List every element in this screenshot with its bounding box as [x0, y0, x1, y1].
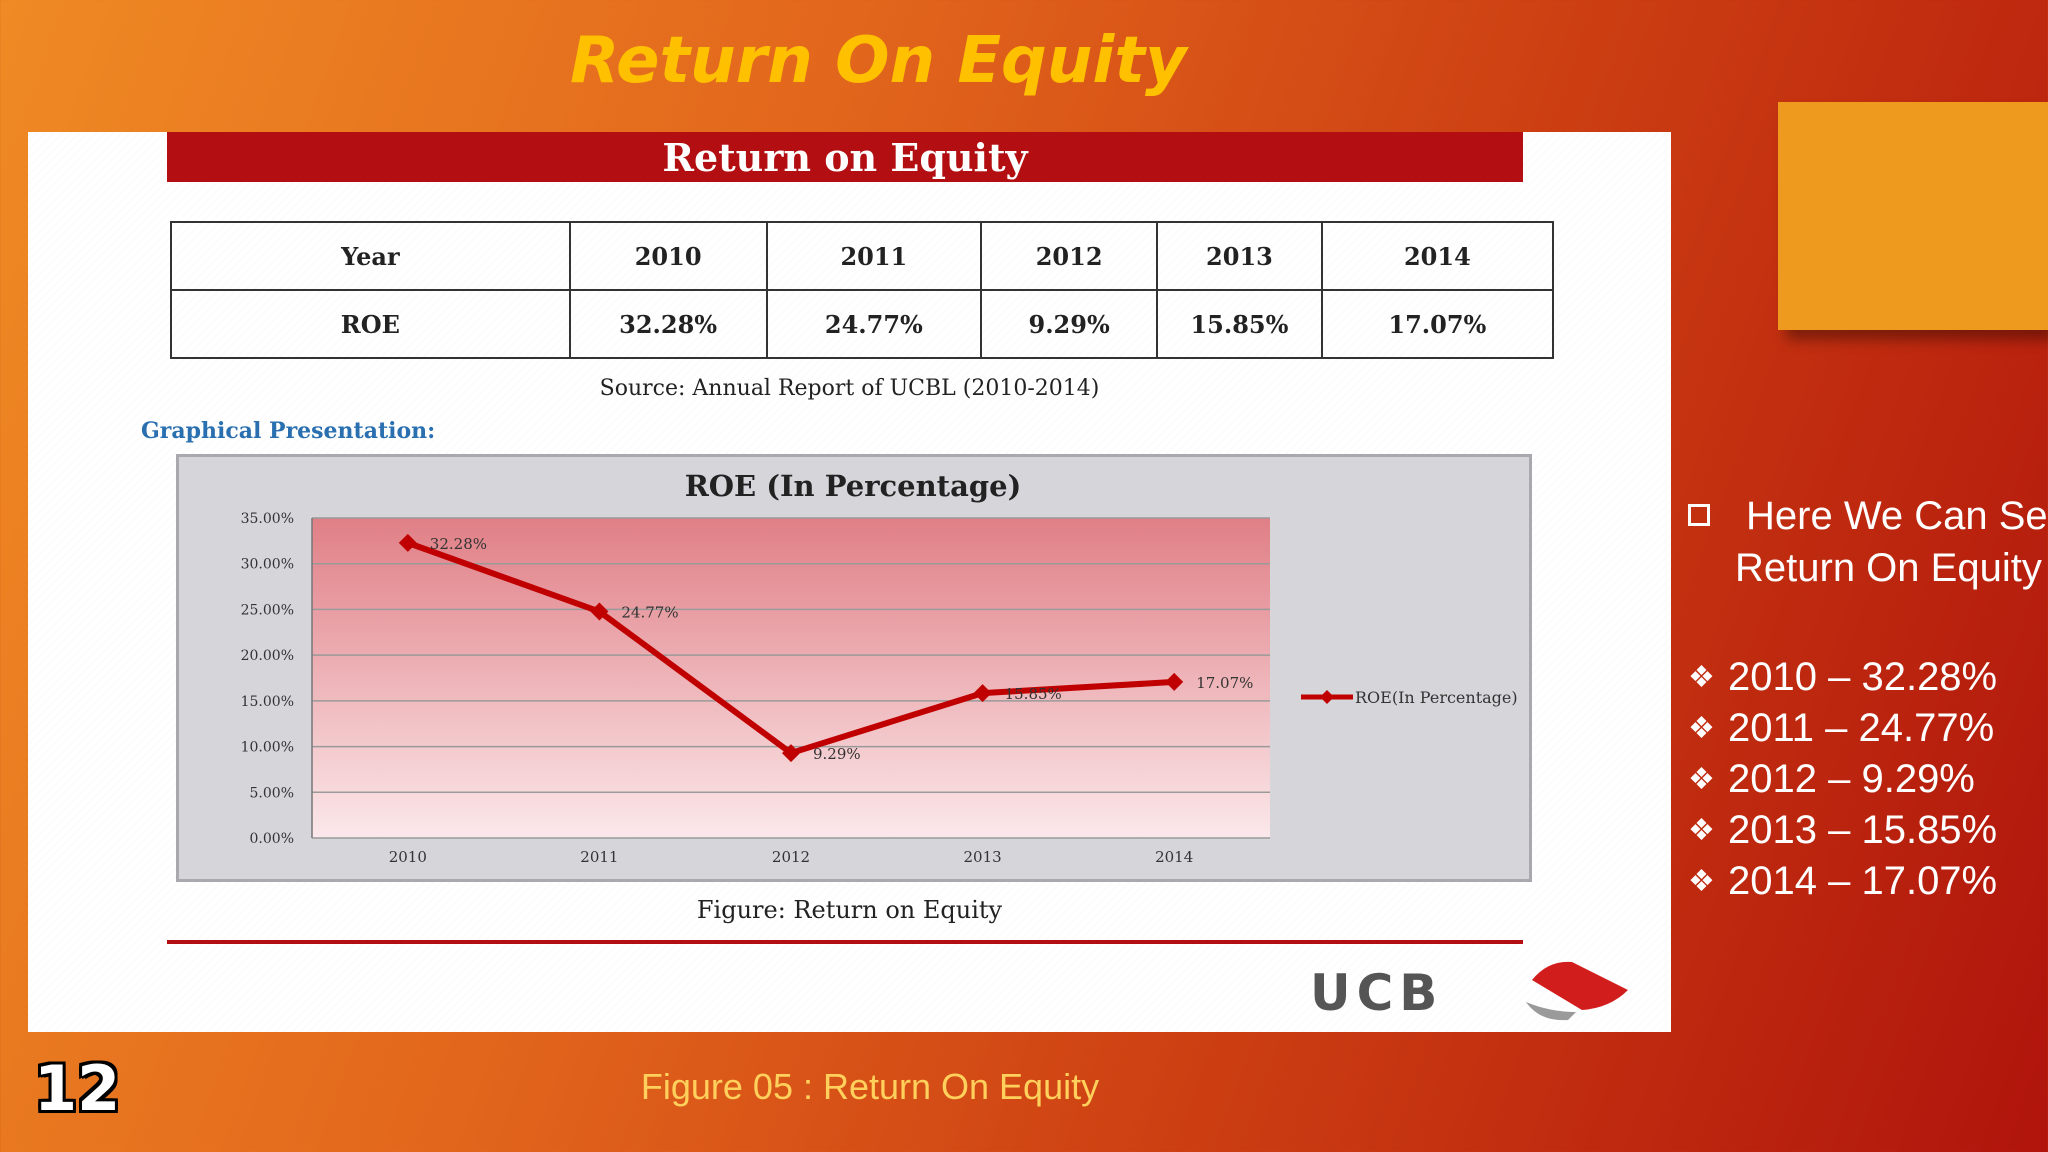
table-header-cell: 2012 — [980, 221, 1159, 291]
list-item: ❖ 2013 – 15.85% — [1688, 805, 2048, 856]
slide-number: 12 — [34, 1052, 121, 1125]
y-tick-label: 35.00% — [241, 511, 294, 527]
diamond-bullet-icon: ❖ — [1688, 712, 1715, 745]
table-cell: 15.85% — [1156, 289, 1323, 359]
list-item-text: 2013 – 15.85% — [1728, 808, 1998, 852]
side-bullet-panel: Here We Can See Return On Equity ❖ 2010 –… — [1688, 490, 2048, 907]
table-header-cell: 2011 — [765, 221, 983, 291]
table-row: ROE 32.28% 24.77% 9.29% 15.85% 17.07% — [170, 289, 1555, 359]
intro-line: Here We Can See — [1746, 494, 2048, 538]
data-point — [782, 744, 800, 763]
table-row-label: ROE — [170, 289, 571, 359]
square-bullet-icon — [1688, 504, 1710, 526]
diamond-bullet-icon: ❖ — [1688, 661, 1715, 694]
figure-panel: Return on Equity Year 2010 2011 2012 201… — [28, 132, 1671, 1032]
table-header-cell: 2010 — [568, 221, 768, 291]
doc-banner: Return on Equity — [167, 132, 1523, 182]
table-header-cell: 2013 — [1156, 221, 1323, 291]
y-tick-label: 15.00% — [241, 694, 294, 710]
chart-title: ROE (In Percentage) — [685, 469, 1022, 503]
x-tick-label: 2012 — [772, 848, 810, 866]
data-point — [1165, 672, 1184, 691]
plot-area — [312, 518, 1270, 838]
diamond-bullet-icon: ❖ — [1688, 814, 1715, 847]
diamond-bullet-icon: ❖ — [1688, 865, 1715, 898]
list-item-text: 2010 – 32.28% — [1728, 655, 1998, 699]
x-tick-label: 2010 — [389, 848, 427, 866]
year-list: ❖ 2010 – 32.28% ❖ 2011 – 24.77% ❖ 2012 – 9.… — [1688, 652, 2048, 907]
y-tick-label: 20.00% — [241, 648, 294, 664]
table-header-cell: Year — [170, 221, 571, 291]
data-point — [590, 602, 609, 621]
list-item: ❖ 2012 – 9.29% — [1688, 754, 2048, 805]
roe-chart-svg: ROE (In Percentage) 0.00% 5.00% 10.00% 15.0… — [241, 469, 1518, 866]
table-header-cell: 2014 — [1320, 221, 1555, 291]
source-note: Source: Annual Report of UCBL (2010-2014… — [599, 376, 1100, 401]
diamond-bullet-icon: ❖ — [1688, 763, 1715, 796]
figure-caption: Figure: Return on Equity — [696, 896, 1003, 924]
decorative-orange-box — [1778, 102, 2048, 330]
roe-table: Year 2010 2011 2012 2013 2014 ROE 32.28%… — [170, 221, 1555, 359]
data-point — [398, 533, 417, 552]
data-label: 32.28% — [430, 535, 487, 553]
graph-heading: Graphical Presentation: — [141, 418, 436, 444]
footer-caption: Figure 05 : Return On Equity — [640, 1066, 1100, 1107]
table-cell: 9.29% — [980, 289, 1159, 359]
x-tick-label: 2013 — [964, 848, 1002, 866]
y-tick-label: 25.00% — [241, 602, 294, 618]
intro-bullet: Here We Can See Return On Equity — [1688, 490, 2048, 594]
list-item: ❖ 2011 – 24.77% — [1688, 703, 2048, 754]
list-item: ❖ 2010 – 32.28% — [1688, 652, 2048, 703]
ucb-logo-text: UCB — [1310, 964, 1444, 1022]
data-point — [973, 684, 992, 703]
ucb-logo: UCB — [1310, 950, 1640, 1030]
list-item: ❖ 2014 – 17.07% — [1688, 856, 2048, 907]
table-cell: 24.77% — [765, 289, 983, 359]
intro-line: Return On Equity — [1735, 546, 2042, 590]
table-cell: 32.28% — [568, 289, 768, 359]
doc-divider — [167, 940, 1523, 944]
table-cell: 17.07% — [1320, 289, 1555, 359]
data-label: 9.29% — [813, 745, 861, 763]
table-header-row: Year 2010 2011 2012 2013 2014 — [170, 221, 1555, 291]
data-label: 17.07% — [1196, 674, 1253, 692]
roe-chart: ROE (In Percentage) 0.00% 5.00% 10.00% 15.0… — [176, 454, 1532, 882]
y-tick-label: 5.00% — [250, 785, 294, 801]
y-tick-label: 10.00% — [241, 740, 294, 756]
legend-label: ROE(In Percentage) — [1355, 688, 1518, 707]
doc-banner-title: Return on Equity — [662, 134, 1028, 180]
slide-title: Return On Equity — [570, 24, 1187, 98]
list-item-text: 2011 – 24.77% — [1728, 706, 1995, 750]
y-tick-label: 0.00% — [250, 831, 294, 847]
data-label: 15.85% — [1005, 685, 1062, 703]
list-item-text: 2014 – 17.07% — [1728, 859, 1998, 903]
list-item-text: 2012 – 9.29% — [1728, 757, 1975, 801]
legend-marker — [1320, 690, 1334, 704]
y-tick-label: 30.00% — [241, 557, 294, 573]
x-tick-label: 2011 — [580, 848, 618, 866]
ucb-logo-mark — [1526, 961, 1628, 1021]
x-tick-label: 2014 — [1155, 848, 1193, 866]
data-label: 24.77% — [621, 604, 678, 622]
